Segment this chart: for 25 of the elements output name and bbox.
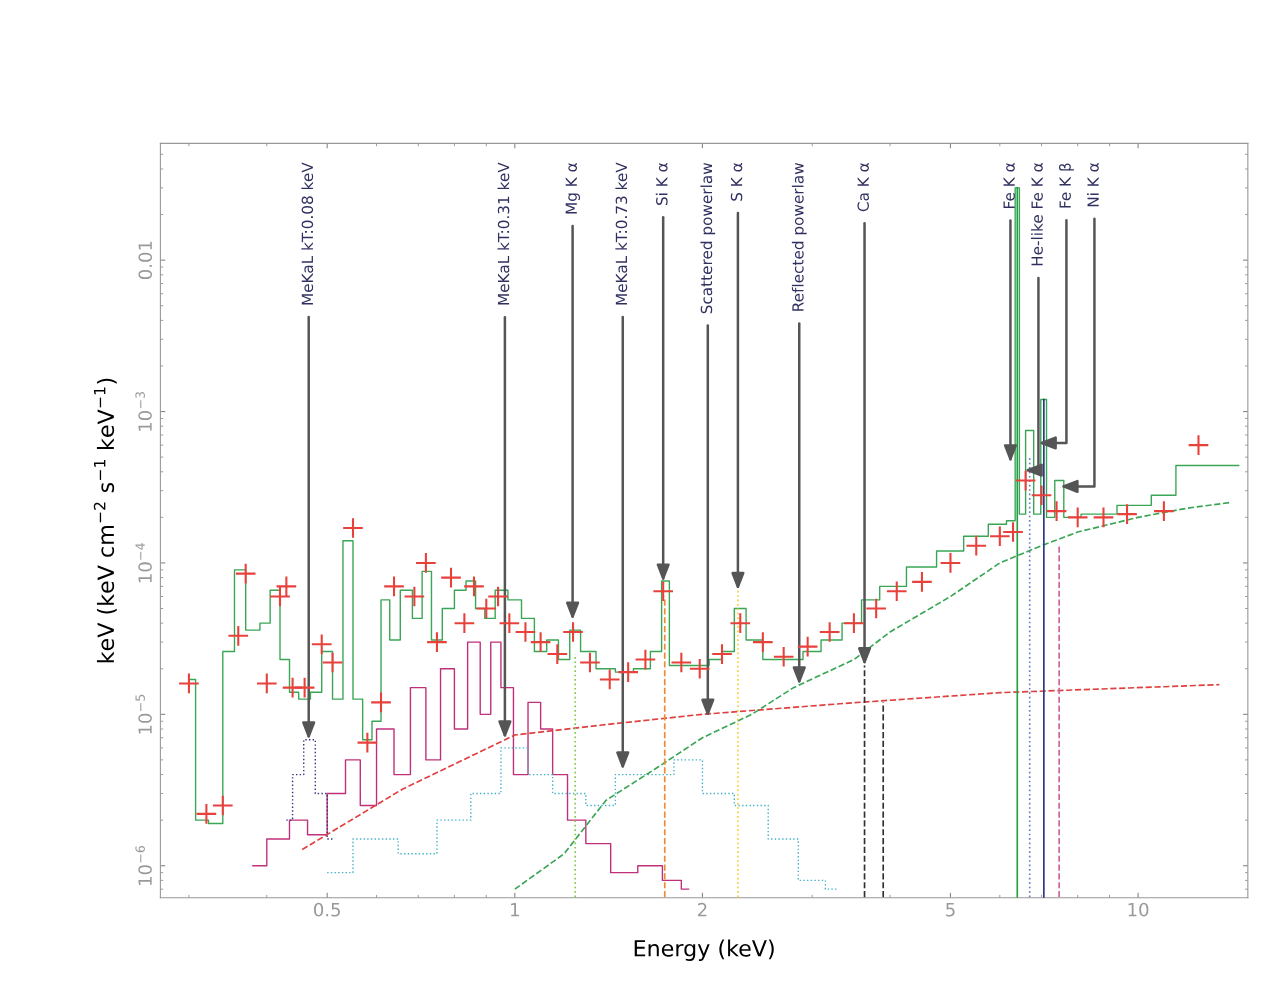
annotation: Mg K α: [565, 163, 580, 214]
y-tick-label: 10$^{−5}$: [135, 694, 152, 734]
annotation: Reflected powerlaw: [791, 162, 807, 311]
y-tick-label: 10$^{−4}$: [135, 543, 152, 583]
y-tick-label: 10$^{−3}$: [135, 391, 152, 431]
annotation: Ca K α: [857, 163, 869, 212]
y-tick-label: 10$^{−6}$: [135, 845, 152, 885]
annotation: He-like Fe K α: [1031, 163, 1043, 266]
annotation: S K α: [730, 163, 743, 201]
annotation: MeKaL kT:0.08 keV: [301, 162, 314, 305]
x-tick-label: 10: [1128, 902, 1149, 917]
annotation: MeKaL kT:0.31 keV: [497, 162, 510, 305]
annotation: MeKaL kT:0.73 keV: [615, 162, 628, 305]
x-tick-label: 5: [946, 903, 955, 917]
annotation: Scattered powerlaw: [700, 162, 716, 314]
x-tick-label: 2: [698, 902, 707, 917]
x-tick-label: 0.5: [314, 902, 340, 917]
x-tick-label: 1: [511, 903, 519, 917]
x-axis-title: Energy (keV): [634, 939, 774, 961]
annotation: Fe K α: [1003, 163, 1015, 208]
annotation: Ni K α: [1087, 163, 1099, 207]
annotation: Si K α: [655, 163, 668, 206]
y-tick-label: 0.01: [138, 241, 153, 280]
annotation: Fe K β: [1058, 163, 1074, 208]
y-axis-title: keV (keV cm$^{−2}$ s$^{−1}$ keV$^{−1}$): [93, 378, 117, 663]
